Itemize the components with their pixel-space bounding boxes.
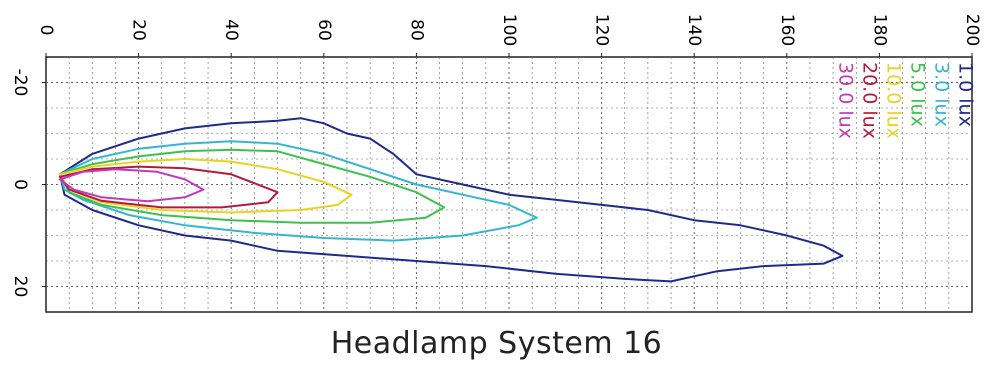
- y-tick-label: 0: [10, 179, 30, 190]
- chart-caption: Headlamp System 16: [330, 326, 663, 361]
- isolux-contour-line: [58, 148, 446, 224]
- legend-entry: 1.0 lux: [955, 62, 977, 127]
- legend-entry: 5.0 lux: [907, 62, 929, 127]
- x-tick-label: 40: [221, 19, 241, 41]
- isolux-contour-line: [58, 168, 205, 203]
- x-tick-label: 200: [962, 14, 982, 46]
- x-tick-label: 120: [592, 14, 612, 46]
- y-tick-label: 20: [10, 276, 30, 298]
- isolux-contour-line: [58, 158, 353, 214]
- legend-entry: 30.0 lux: [835, 62, 857, 139]
- grid-lines: [46, 57, 972, 312]
- isolux-contour-line: [58, 165, 279, 209]
- x-tick-label: 80: [406, 19, 426, 41]
- legend-entry: 10.0 lux: [883, 62, 905, 139]
- x-tick-label: 0: [36, 25, 56, 36]
- series-group: [58, 117, 844, 283]
- x-tick-label: 20: [129, 19, 149, 41]
- x-tick-label: 180: [869, 14, 889, 46]
- y-tick-label: -20: [10, 69, 30, 97]
- isolux-contour-line: [58, 117, 844, 283]
- x-tick-label: 100: [499, 14, 519, 46]
- x-tick-label: 140: [684, 14, 704, 46]
- x-tick-label: 60: [314, 19, 334, 41]
- legend-entry: 20.0 lux: [859, 62, 881, 139]
- x-tick-label: 160: [777, 14, 797, 46]
- x-axis-ticks: 0 20 40 60 80 100 120 140 160 180 200: [36, 14, 982, 57]
- legend-entry: 3.0 lux: [931, 62, 953, 127]
- y-axis-ticks: -20 0 20: [10, 69, 46, 298]
- isolux-contour-line: [58, 140, 538, 242]
